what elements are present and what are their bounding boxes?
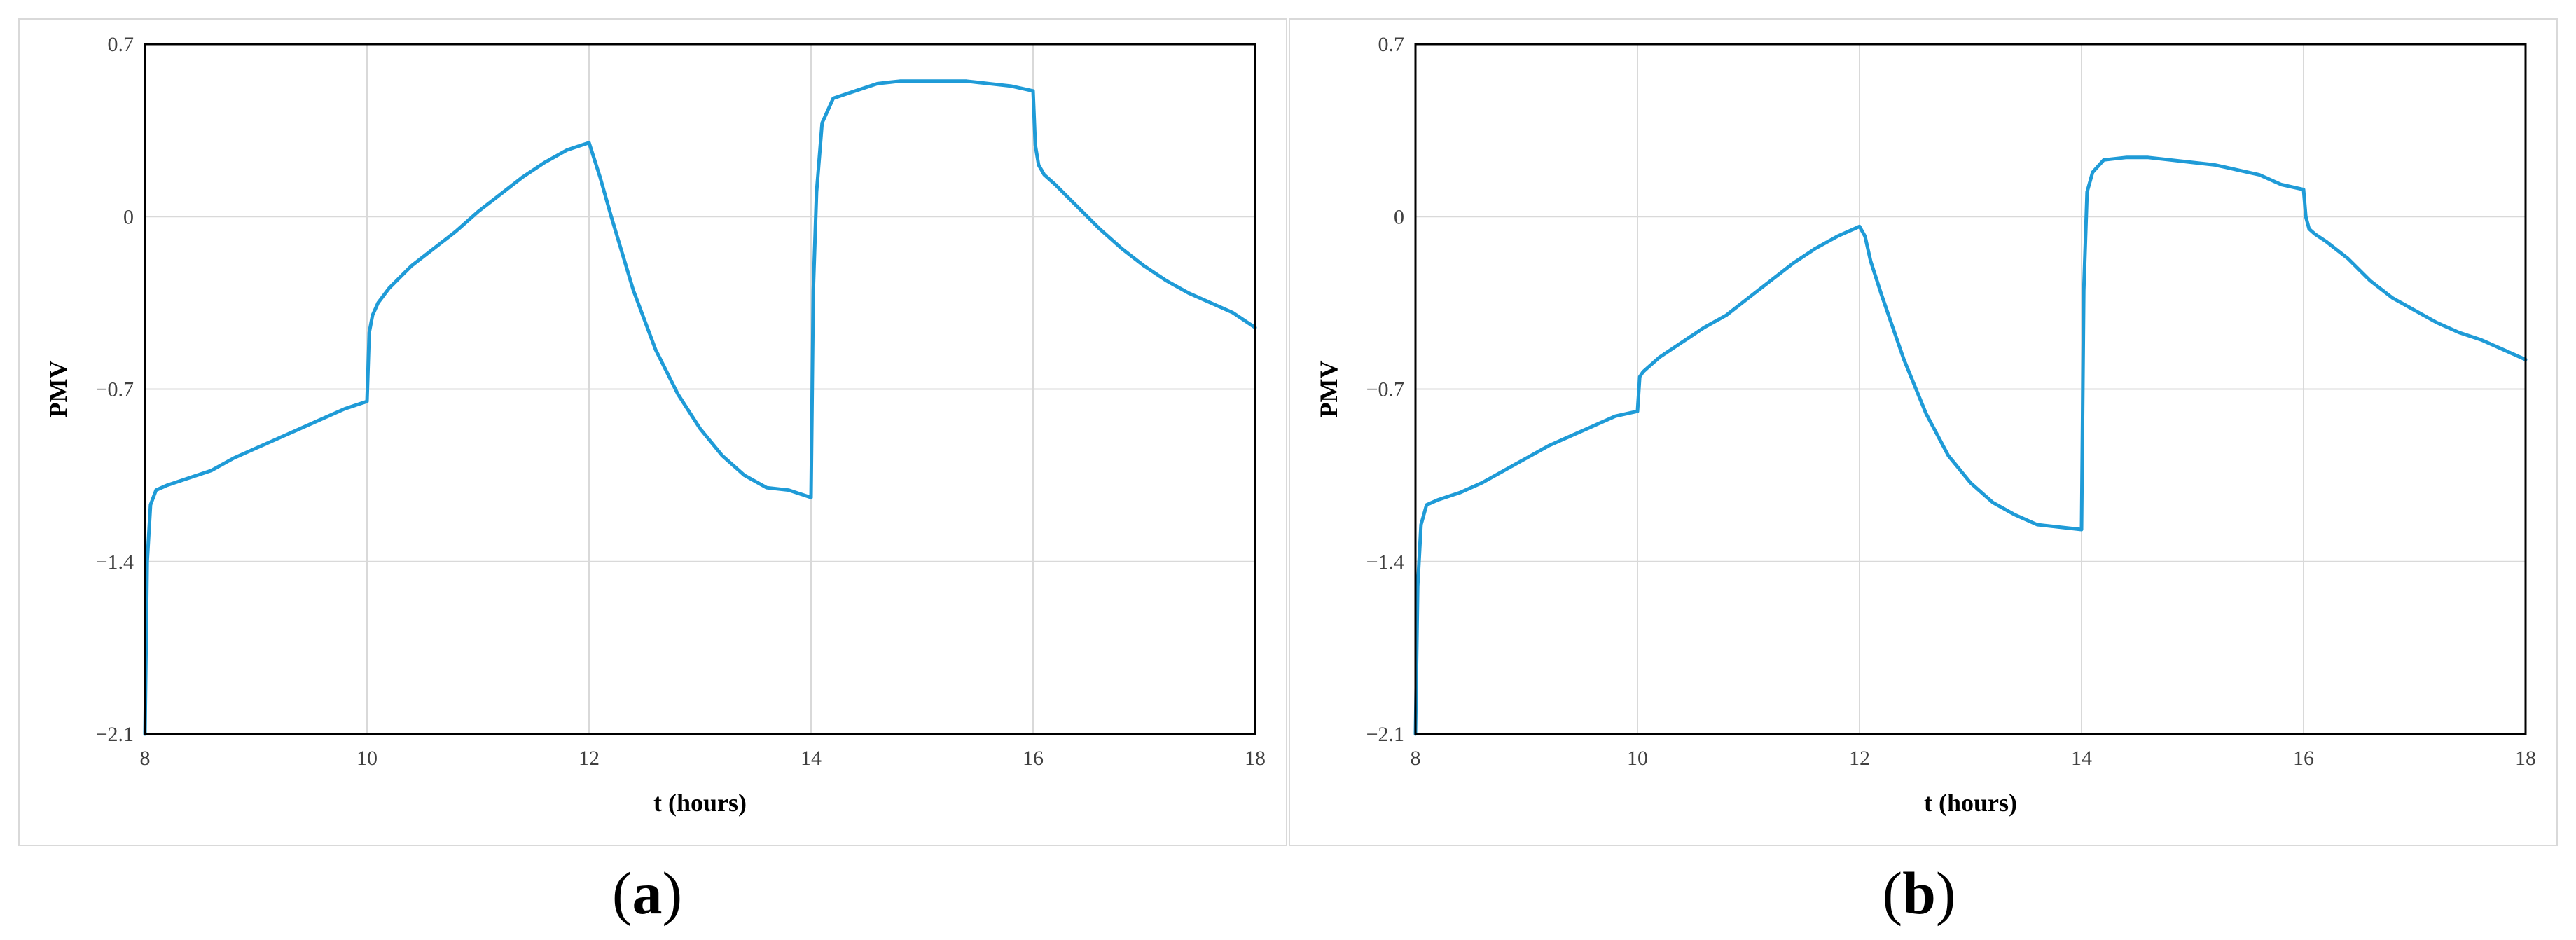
chart-a-x-tick-label: 14 (801, 747, 822, 770)
chart-a-grid (145, 44, 1255, 734)
panel-a-caption: (a) (577, 858, 717, 928)
chart-a-x-tick-label: 16 (1023, 747, 1044, 770)
panel-b-caption-close: ) (1935, 859, 1956, 927)
panel-a-caption-open: ( (611, 859, 632, 927)
chart-b-y-tick-label: −2.1 (1366, 723, 1404, 746)
chart-b-y-tick-label: −1.4 (1366, 551, 1404, 574)
chart-a-y-axis-title: PMV (44, 361, 72, 418)
chart-b-x-tick-label: 12 (1849, 747, 1870, 770)
chart-a-x-axis-title: t (hours) (653, 789, 747, 817)
chart-a-series-line (143, 79, 1257, 736)
panel-a-caption-letter: a (632, 859, 663, 927)
chart-a-x-tick-label: 18 (1245, 747, 1266, 770)
chart-b-x-axis-title: t (hours) (1924, 789, 2017, 817)
chart-a-x-ticks: 8 10 12 14 16 18 (140, 747, 1266, 770)
chart-b-x-tick-label: 8 (1411, 747, 1421, 770)
chart-b-y-ticks: −2.1 −1.4 −0.7 0 0.7 (1366, 33, 1404, 746)
chart-b-series-group (1413, 155, 2528, 736)
chart-b-y-tick-label: 0.7 (1378, 33, 1405, 56)
chart-b-x-ticks: 8 10 12 14 16 18 (1411, 747, 2537, 770)
chart-a-y-tick-label: 0 (123, 205, 134, 228)
panel-a-frame (18, 18, 1287, 846)
chart-b-y-axis-title: PMV (1315, 361, 1343, 418)
chart-b-y-tick-label: 0 (1394, 205, 1404, 228)
chart-a-y-tick-label: −2.1 (96, 723, 134, 746)
chart-b-x-tick-label: 10 (1627, 747, 1648, 770)
chart-b-x-tick-label: 18 (2515, 747, 2536, 770)
chart-b-series-line (1413, 155, 2528, 736)
panel-a-caption-close: ) (662, 859, 683, 927)
chart-a-y-tick-label: −1.4 (96, 551, 134, 574)
chart-b: 8 10 12 14 16 18 −2.1 −1.4 −0.7 0 0.7 t (hours) P… (1315, 33, 2536, 817)
chart-a-x-tick-label: 12 (579, 747, 600, 770)
chart-a-y-ticks: −2.1 −1.4 −0.7 0 0.7 (96, 33, 134, 746)
chart-a-plot-border (144, 43, 1256, 735)
chart-a-x-tick-label: 8 (140, 747, 151, 770)
chart-a: 8 10 12 14 16 18 −2.1 −1.4 −0.7 0 0.7 t (hours) P… (44, 33, 1266, 817)
chart-b-x-tick-label: 16 (2293, 747, 2314, 770)
chart-b-y-tick-label: −0.7 (1366, 378, 1404, 401)
panel-b-frame (1289, 18, 2558, 846)
chart-a-series-group (143, 79, 1257, 736)
chart-a-x-tick-label: 10 (356, 747, 378, 770)
chart-b-x-tick-label: 14 (2071, 747, 2092, 770)
panel-b-caption: (b) (1849, 858, 1989, 928)
chart-b-grid (1415, 44, 2526, 734)
chart-b-plot-border (1414, 43, 2527, 735)
chart-a-y-tick-label: 0.7 (108, 33, 134, 56)
chart-a-y-tick-label: −0.7 (96, 378, 134, 401)
panel-b-caption-letter: b (1902, 859, 1936, 927)
panel-b-caption-open: ( (1882, 859, 1903, 927)
